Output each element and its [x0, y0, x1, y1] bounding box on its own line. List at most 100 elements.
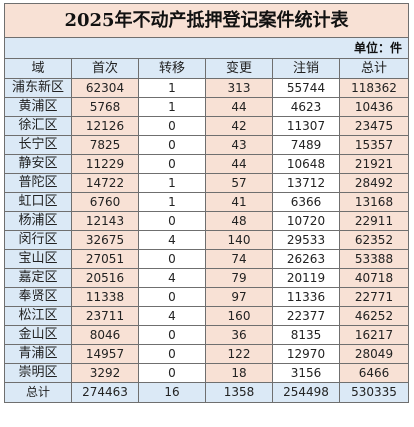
- district-cell: 黄浦区: [4, 97, 72, 117]
- transfer-cell: 1: [138, 78, 206, 98]
- cancel-cell: 8135: [272, 325, 340, 345]
- table-row: 浦东新区 62304 1 313 55744 118362: [4, 78, 410, 98]
- change-cell: 160: [205, 306, 273, 326]
- cancel-cell: 10720: [272, 211, 340, 231]
- transfer-cell: 0: [138, 135, 206, 155]
- district-cell: 普陀区: [4, 173, 72, 193]
- first-cell: 8046: [71, 325, 139, 345]
- first-cell: 27051: [71, 249, 139, 269]
- transfer-cell: 4: [138, 230, 206, 250]
- total-cancel-cell: 254498: [272, 382, 340, 403]
- cancel-cell: 12970: [272, 344, 340, 364]
- cancel-cell: 26263: [272, 249, 340, 269]
- first-cell: 3292: [71, 363, 139, 383]
- change-cell: 57: [205, 173, 273, 193]
- district-cell: 徐汇区: [4, 116, 72, 136]
- first-cell: 6760: [71, 192, 139, 212]
- statistics-table: 2025年不动产抵押登记案件统计表 单位：件 域 首次 转移 变更 注销 总计 …: [3, 3, 410, 403]
- table-row: 宝山区 27051 0 74 26263 53388: [4, 249, 410, 269]
- table-row: 长宁区 7825 0 43 7489 15357: [4, 135, 410, 155]
- district-cell: 杨浦区: [4, 211, 72, 231]
- district-cell: 闵行区: [4, 230, 72, 250]
- transfer-cell: 0: [138, 154, 206, 174]
- header-total: 总计: [338, 58, 410, 79]
- table-title: 2025年不动产抵押登记案件统计表: [3, 3, 410, 38]
- district-cell: 青浦区: [4, 344, 72, 364]
- change-cell: 18: [205, 363, 273, 383]
- table-row: 普陀区 14722 1 57 13712 28492: [4, 173, 410, 193]
- first-cell: 5768: [71, 97, 139, 117]
- table-row: 崇明区 3292 0 18 3156 6466: [4, 363, 410, 383]
- first-cell: 7825: [71, 135, 139, 155]
- table-row: 嘉定区 20516 4 79 20119 40718: [4, 268, 410, 288]
- total-cell: 15357: [338, 135, 410, 155]
- cancel-cell: 11336: [272, 287, 340, 307]
- total-cell: 10436: [338, 97, 410, 117]
- change-cell: 140: [205, 230, 273, 250]
- header-change: 变更: [205, 58, 273, 79]
- table-row: 静安区 11229 0 44 10648 21921: [4, 154, 410, 174]
- first-cell: 11229: [71, 154, 139, 174]
- total-label: 总计: [4, 382, 72, 403]
- transfer-cell: 0: [138, 249, 206, 269]
- total-row: 总计 274463 16 1358 254498 530335: [4, 382, 410, 403]
- change-cell: 48: [205, 211, 273, 231]
- change-cell: 44: [205, 97, 273, 117]
- transfer-cell: 1: [138, 192, 206, 212]
- header-row: 域 首次 转移 变更 注销 总计: [4, 58, 410, 79]
- cancel-cell: 4623: [272, 97, 340, 117]
- header-first: 首次: [71, 58, 139, 79]
- total-cell: 46252: [338, 306, 410, 326]
- district-cell: 崇明区: [4, 363, 72, 383]
- table-row: 金山区 8046 0 36 8135 16217: [4, 325, 410, 345]
- table-row: 青浦区 14957 0 122 12970 28049: [4, 344, 410, 364]
- first-cell: 14957: [71, 344, 139, 364]
- total-cell: 16217: [338, 325, 410, 345]
- cancel-cell: 29533: [272, 230, 340, 250]
- table-row: 闵行区 32675 4 140 29533 62352: [4, 230, 410, 250]
- cancel-cell: 55744: [272, 78, 340, 98]
- first-cell: 14722: [71, 173, 139, 193]
- transfer-cell: 1: [138, 173, 206, 193]
- header-cancel: 注销: [272, 58, 340, 79]
- district-cell: 金山区: [4, 325, 72, 345]
- total-cell: 40718: [338, 268, 410, 288]
- total-cell: 21921: [338, 154, 410, 174]
- transfer-cell: 0: [138, 363, 206, 383]
- total-cell: 23475: [338, 116, 410, 136]
- transfer-cell: 1: [138, 97, 206, 117]
- first-cell: 12143: [71, 211, 139, 231]
- table-row: 黄浦区 5768 1 44 4623 10436: [4, 97, 410, 117]
- change-cell: 313: [205, 78, 273, 98]
- total-change-cell: 1358: [205, 382, 273, 403]
- district-cell: 浦东新区: [4, 78, 72, 98]
- statistics-sheet: 2025年不动产抵押登记案件统计表 单位：件 域 首次 转移 变更 注销 总计 …: [3, 3, 410, 403]
- total-cell: 53388: [338, 249, 410, 269]
- total-cell: 22771: [338, 287, 410, 307]
- total-cell: 62352: [338, 230, 410, 250]
- total-cell: 28049: [338, 344, 410, 364]
- cancel-cell: 3156: [272, 363, 340, 383]
- transfer-cell: 4: [138, 306, 206, 326]
- change-cell: 41: [205, 192, 273, 212]
- district-cell: 长宁区: [4, 135, 72, 155]
- cancel-cell: 10648: [272, 154, 340, 174]
- header-transfer: 转移: [138, 58, 206, 79]
- total-cell: 118362: [338, 78, 410, 98]
- transfer-cell: 0: [138, 211, 206, 231]
- first-cell: 23711: [71, 306, 139, 326]
- total-cell: 13168: [338, 192, 410, 212]
- district-cell: 奉贤区: [4, 287, 72, 307]
- cancel-cell: 20119: [272, 268, 340, 288]
- first-cell: 11338: [71, 287, 139, 307]
- header-district: 域: [4, 58, 72, 79]
- change-cell: 42: [205, 116, 273, 136]
- change-cell: 36: [205, 325, 273, 345]
- total-total-cell: 530335: [338, 382, 410, 403]
- total-cell: 22911: [338, 211, 410, 231]
- unit-label: 单位：件: [3, 37, 410, 59]
- cancel-cell: 13712: [272, 173, 340, 193]
- first-cell: 62304: [71, 78, 139, 98]
- table-row: 奉贤区 11338 0 97 11336 22771: [4, 287, 410, 307]
- transfer-cell: 4: [138, 268, 206, 288]
